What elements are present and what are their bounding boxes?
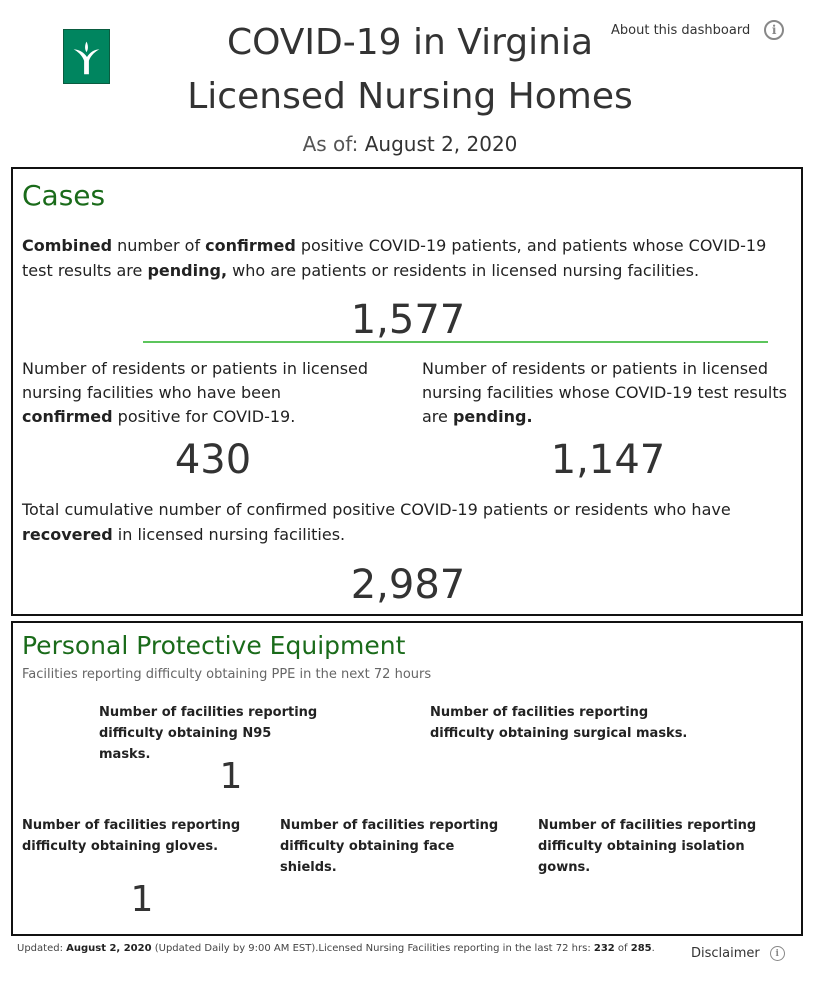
isolation-gowns-label: Number of facilities reporting difficult… <box>538 818 757 875</box>
face-shields-label: Number of facilities reporting difficult… <box>280 818 499 875</box>
cases-panel: Cases Combined number of confirmed posit… <box>11 167 803 616</box>
as-of-value: August 2, 2020 <box>364 132 518 156</box>
pending-description: Number of residents or patients in licen… <box>422 359 787 426</box>
ppe-panel: Personal Protective Equipment Facilities… <box>11 621 803 936</box>
pending-cases-value: 1,147 <box>550 437 666 483</box>
update-footer: Updated: August 2, 2020 (Updated Daily b… <box>17 943 655 954</box>
n95-value: 1 <box>219 756 243 797</box>
about-dashboard-link[interactable]: About this dashboard i <box>611 20 785 40</box>
recovered-description: Total cumulative number of confirmed pos… <box>22 500 731 544</box>
surgical-masks-label: Number of facilities reporting difficult… <box>430 705 688 741</box>
n95-label: Number of facilities reporting difficult… <box>99 705 318 762</box>
recovered-cases-value: 2,987 <box>350 562 466 608</box>
vdh-logo-icon <box>63 29 110 84</box>
about-dashboard-label[interactable]: About this dashboard <box>611 22 751 38</box>
as-of-label: As of: <box>302 132 359 156</box>
combined-cases-value: 1,577 <box>350 297 466 343</box>
info-icon[interactable]: i <box>769 946 785 961</box>
confirmed-description: Number of residents or patients in licen… <box>22 359 369 426</box>
confirmed-cases-value: 430 <box>174 437 252 483</box>
gloves-value: 1 <box>130 879 154 920</box>
cases-title: Cases <box>22 179 106 212</box>
combined-description: Combined number of confirmed positive CO… <box>22 236 767 280</box>
info-icon[interactable]: i <box>764 20 785 40</box>
page-title-line2: Licensed Nursing Homes <box>187 76 633 117</box>
disclaimer-label[interactable]: Disclaimer <box>691 946 760 961</box>
page-title-line1: COVID-19 in Virginia <box>226 22 594 63</box>
divider-line <box>143 341 768 343</box>
gloves-label: Number of facilities reporting difficult… <box>22 818 241 854</box>
ppe-title: Personal Protective Equipment <box>22 631 406 660</box>
as-of-date: As of: August 2, 2020 <box>150 132 670 156</box>
ppe-subtitle: Facilities reporting difficulty obtainin… <box>22 667 432 682</box>
disclaimer-link[interactable]: Disclaimer i <box>691 946 785 961</box>
